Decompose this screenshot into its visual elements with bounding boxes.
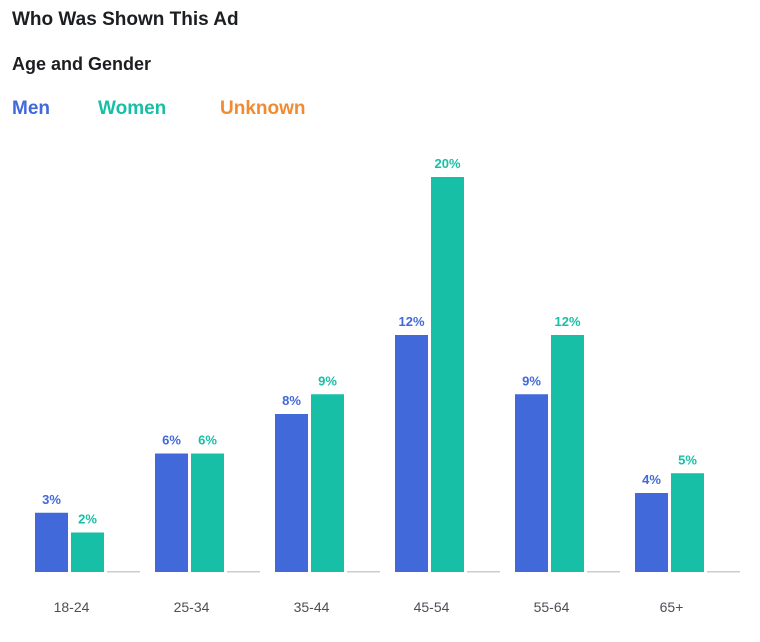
bar-men-65+[interactable] xyxy=(635,493,668,572)
bar-women-25-34[interactable] xyxy=(191,453,224,573)
bar-unknown-45-54[interactable] xyxy=(467,571,500,573)
bar-men-45-54[interactable] xyxy=(395,335,428,572)
legend-unknown[interactable]: Unknown xyxy=(220,98,306,119)
data-label-men-65+: 4% xyxy=(642,472,661,487)
bar-unknown-35-44[interactable] xyxy=(347,571,380,573)
bar-men-25-34[interactable] xyxy=(155,453,188,573)
data-label-men-18-24: 3% xyxy=(42,492,61,507)
legend-women[interactable]: Women xyxy=(98,98,167,119)
x-tick-label-35-44: 35-44 xyxy=(294,599,330,615)
bar-unknown-25-34[interactable] xyxy=(227,571,260,573)
bar-unknown-65+[interactable] xyxy=(707,571,740,573)
bar-unknown-55-64[interactable] xyxy=(587,571,620,573)
bar-unknown-18-24[interactable] xyxy=(107,571,140,573)
x-tick-label-55-64: 55-64 xyxy=(534,599,570,615)
bar-women-18-24[interactable] xyxy=(71,532,104,573)
bar-women-35-44[interactable] xyxy=(311,394,344,572)
bar-women-65+[interactable] xyxy=(671,473,704,572)
data-label-men-35-44: 8% xyxy=(282,393,301,408)
data-label-women-65+: 5% xyxy=(678,452,697,467)
data-label-men-55-64: 9% xyxy=(522,373,541,388)
x-tick-label-45-54: 45-54 xyxy=(414,599,450,615)
data-label-women-25-34: 6% xyxy=(198,433,217,448)
bar-men-18-24[interactable] xyxy=(35,512,68,572)
chart-subtitle: Age and Gender xyxy=(12,54,152,74)
x-tick-label-25-34: 25-34 xyxy=(174,599,210,615)
x-tick-label-65+: 65+ xyxy=(660,599,684,615)
legend-men[interactable]: Men xyxy=(12,98,50,119)
bar-women-45-54[interactable] xyxy=(431,177,464,572)
data-label-women-55-64: 12% xyxy=(554,314,580,329)
bar-women-55-64[interactable] xyxy=(551,335,584,572)
data-label-women-35-44: 9% xyxy=(318,373,337,388)
bar-men-35-44[interactable] xyxy=(275,414,308,572)
x-tick-label-18-24: 18-24 xyxy=(54,599,90,615)
data-label-men-45-54: 12% xyxy=(398,314,424,329)
data-label-women-18-24: 2% xyxy=(78,512,97,527)
data-label-men-25-34: 6% xyxy=(162,433,181,448)
data-label-women-45-54: 20% xyxy=(434,156,460,171)
bar-men-55-64[interactable] xyxy=(515,394,548,572)
chart-title: Who Was Shown This Ad xyxy=(12,9,239,30)
